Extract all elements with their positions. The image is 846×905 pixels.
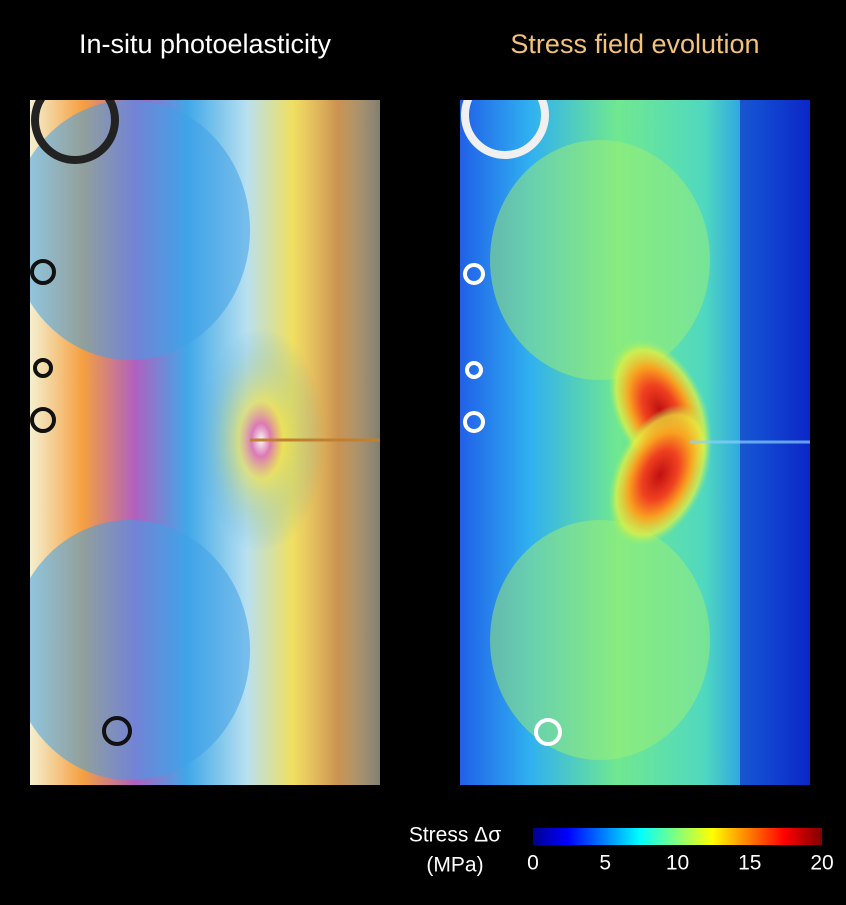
panel-title: In-situ photoelasticity	[79, 29, 332, 59]
panel-title: Stress field evolution	[510, 29, 759, 59]
colorbar-tick-label: 20	[810, 852, 833, 875]
colorbar-tick-label: 15	[738, 852, 761, 875]
colorbar	[533, 828, 822, 845]
colorbar-tick-label: 0	[527, 852, 539, 875]
colorbar-tick-label: 10	[666, 852, 689, 875]
colorbar-label: Stress Δσ	[409, 824, 501, 847]
colorbar-ticks: 0 5 10 15 20	[527, 852, 834, 875]
photoelastic-image	[30, 100, 380, 785]
stress-field-image	[460, 100, 810, 785]
colorbar-tick-label: 5	[599, 852, 611, 875]
colorbar-unit: (MPa)	[426, 854, 483, 877]
